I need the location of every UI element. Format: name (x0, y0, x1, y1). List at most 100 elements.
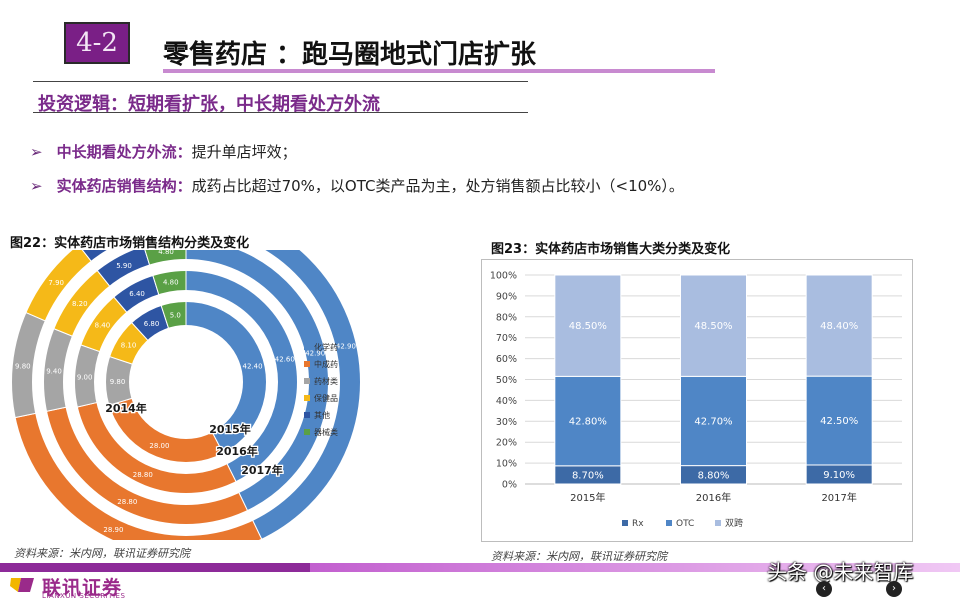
ring-separator (129, 325, 243, 439)
bar-segment-label: 48.50% (694, 321, 732, 332)
arrow-bullet-icon: ➢ (30, 177, 43, 195)
legend-swatch (715, 520, 721, 526)
donut-slice-label: 28.80 (133, 471, 153, 479)
figure22-source: 资料来源：米内网，联讯证券研究院 (14, 547, 190, 560)
bar-segment (805, 274, 873, 377)
y-tick-label: 70% (496, 333, 517, 344)
page-title: 零售药店 ：跑马圈地式门店扩张 (163, 40, 537, 70)
ring-year-label: 2015年 (209, 422, 251, 436)
legend-label: 双跨 (725, 518, 743, 529)
donut-slice-label: 28.80 (117, 498, 137, 506)
footer-bar-gradient (310, 563, 960, 572)
ring-year-label: 2016年 (216, 444, 258, 458)
logo-text: 联讯证券 (42, 577, 123, 599)
legend-label: 器械类 (314, 427, 338, 437)
donut-slice-label: 42.90 (305, 350, 325, 358)
bar-segment (805, 375, 873, 466)
donut-slice-label: 5.90 (116, 262, 132, 270)
logo-subtext: LIANXUN SECURITIES (42, 592, 126, 600)
donut-slice-label: 6.40 (129, 290, 145, 298)
bar-segment-label: 48.50% (569, 321, 607, 332)
legend-label: 保健品 (314, 393, 338, 403)
ring-separator (102, 298, 270, 466)
bar-segment-label: 8.70% (572, 470, 604, 481)
x-tick-label: 2015年 (570, 491, 605, 504)
bar-segment-label: 48.40% (820, 321, 858, 332)
y-tick-label: 60% (496, 354, 517, 365)
donut-slice-label: 4.80 (163, 279, 179, 287)
donut-slice-label: 7.90 (48, 279, 64, 287)
bullet-text: 成药占比超过70%，以OTC类产品为主，处方销售额占比较小（<10%）。 (191, 177, 684, 195)
legend-swatch (304, 395, 310, 401)
y-tick-label: 80% (496, 312, 517, 323)
donut-slice-label: 42.90 (336, 343, 356, 351)
bar-segment (680, 274, 747, 377)
legend-label: 药材类 (314, 376, 338, 386)
y-tick-label: 90% (496, 291, 517, 302)
y-tick-label: 50% (496, 375, 517, 386)
y-tick-label: 30% (496, 417, 517, 428)
figure23-title: 图23：实体药店市场销售大类分类及变化 (491, 242, 731, 257)
bar-segment-label: 8.80% (698, 470, 730, 481)
bar-chart-panel: 0% 10% 20% 30% 40% 50% 60% 70% 80% 90% 100% 8.70% 42… (481, 259, 913, 542)
x-tick-label: 2016年 (696, 491, 731, 504)
legend-label: OTC (676, 519, 694, 529)
stacked-bar-chart: 0% 10% 20% 30% 40% 50% 60% 70% 80% 90% 100% 8.70% 42… (490, 271, 902, 529)
legend-swatch (304, 378, 310, 384)
donut-slice-label: 8.40 (95, 321, 111, 329)
y-tick-label: 10% (496, 459, 517, 470)
legend-label: 化学药 (314, 342, 338, 352)
x-tick-label: 2017年 (821, 491, 856, 504)
legend-swatch (304, 344, 310, 350)
bar-segment-label: 42.70% (694, 416, 732, 427)
watermark: 头条 @未来智库 (767, 560, 914, 584)
subtitle-rule-bottom (33, 112, 528, 113)
lianxun-logo-icon (10, 578, 34, 592)
bar-segment (680, 375, 747, 467)
arrow-bullet-icon: ➢ (30, 143, 43, 161)
ring-separator (40, 250, 332, 528)
donut-slice-label: 28.90 (103, 526, 123, 534)
bar-segment-label: 42.50% (820, 416, 858, 427)
donut-slice-label: 4.80 (158, 250, 174, 256)
ring-separator (32, 250, 340, 536)
bullet-item: ➢ 实体药店销售结构：成药占比超过70%，以OTC类产品为主，处方销售额占比较小（… (30, 175, 684, 196)
bar-segment (554, 274, 622, 377)
y-tick-label: 100% (490, 271, 517, 282)
donut-slice-label: 42.60 (275, 356, 295, 364)
legend-label: 其他 (314, 410, 330, 420)
donut-slice-label: 9.40 (46, 367, 62, 375)
subtitle-rule-top (33, 81, 528, 82)
ring-year-label: 2017年 (241, 463, 283, 477)
legend-swatch (622, 520, 628, 526)
donut-slice-label: 8.20 (72, 300, 88, 308)
next-slide-button[interactable]: › (886, 581, 902, 597)
donut-slice-label: 8.10 (121, 342, 137, 350)
y-tick-label: 0% (502, 480, 517, 491)
ring-year-label: 2014年 (105, 401, 147, 415)
legend-swatch (304, 361, 310, 367)
ring-separator (94, 290, 278, 474)
bullet-key: 中长期看处方外流： (56, 143, 192, 161)
legend-swatch (666, 520, 672, 526)
bullet-item: ➢ 中长期看处方外流：提升单店坪效； (30, 141, 297, 162)
donut-slice-label: 42.40 (243, 363, 263, 371)
legend-label: Rx (632, 519, 644, 529)
section-number-badge: 4-2 (64, 22, 130, 64)
prev-slide-button[interactable]: ‹ (816, 581, 832, 597)
y-tick-label: 40% (496, 396, 517, 407)
legend-swatch (304, 412, 310, 418)
legend-label: 中成药 (314, 359, 338, 369)
donut-slice-label: 9.80 (15, 362, 31, 370)
bar-segment-label: 9.10% (823, 470, 855, 481)
title-underline (163, 69, 715, 73)
bar-segment-label: 42.80% (569, 417, 607, 428)
figure23-source: 资料来源：米内网，联讯证券研究院 (491, 550, 667, 563)
donut-slice-label: 5.0 (170, 311, 181, 319)
page-subtitle: 投资逻辑：短期看扩张，中长期看处方外流 (38, 94, 380, 115)
figure22-title: 图22：实体药店市场销售结构分类及变化 (10, 236, 250, 251)
ring-separator (8, 250, 364, 540)
bullet-key: 实体药店销售结构： (56, 177, 192, 195)
legend-swatch (304, 429, 310, 435)
donut-slice-label: 6.80 (144, 320, 160, 328)
